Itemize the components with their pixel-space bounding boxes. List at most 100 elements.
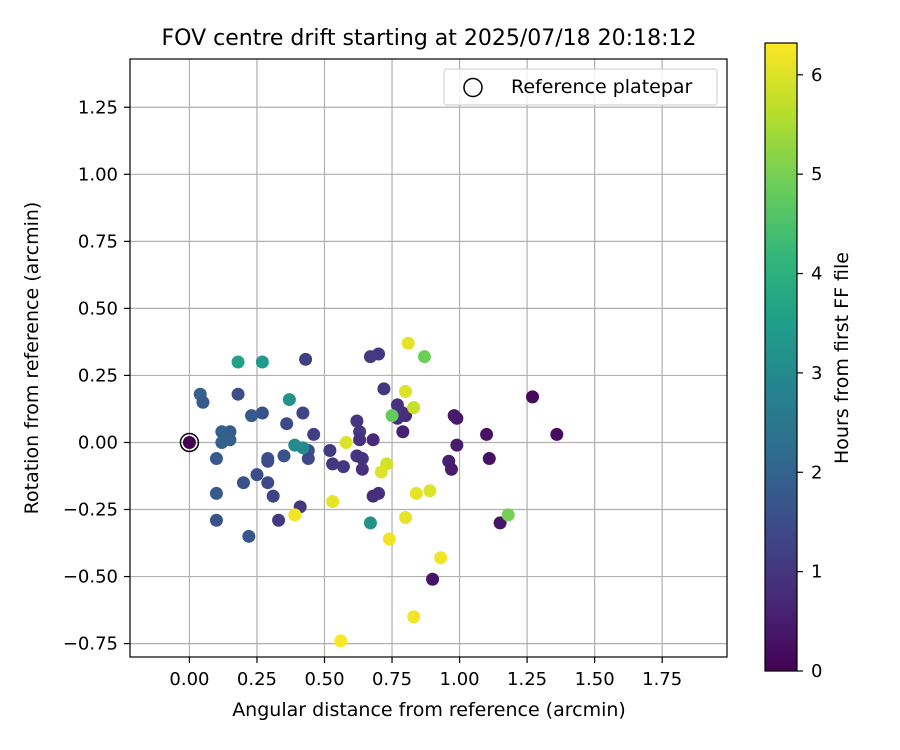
scatter-point <box>377 382 391 396</box>
colorbar-tick-label: 2 <box>811 462 822 483</box>
scatter-point <box>399 385 413 399</box>
scatter-point <box>450 438 464 452</box>
scatter-point <box>196 395 210 409</box>
x-tick-label: 1.00 <box>440 669 480 690</box>
scatter-point <box>255 355 269 369</box>
scatter-point <box>301 452 315 466</box>
y-tick-label: −0.25 <box>63 500 118 521</box>
scatter-point <box>245 409 259 423</box>
scatter-point <box>266 489 280 503</box>
scatter-point <box>209 452 223 466</box>
scatter-point <box>323 444 337 458</box>
scatter-point <box>272 513 286 527</box>
scatter-point <box>299 352 313 366</box>
scatter-point <box>242 529 256 543</box>
x-axis-label: Angular distance from reference (arcmin) <box>232 699 626 721</box>
legend-box <box>443 68 718 106</box>
scatter-point <box>307 427 321 441</box>
scatter-point <box>296 406 310 420</box>
y-tick-label: 1.00 <box>78 164 118 185</box>
scatter-point <box>390 398 404 412</box>
legend-marker-icon <box>463 77 483 98</box>
scatter-point <box>250 468 264 482</box>
x-tick-label: 0.50 <box>304 669 344 690</box>
scatter-point <box>182 435 196 449</box>
scatter-point <box>336 460 350 474</box>
y-axis-label: Rotation from reference (arcmin) <box>21 202 43 515</box>
scatter-point <box>407 401 421 415</box>
scatter-point <box>288 508 302 522</box>
scatter-point <box>372 486 386 500</box>
scatter-point <box>296 441 310 455</box>
scatter-point <box>350 414 364 428</box>
colorbar-tick-label: 4 <box>811 264 822 285</box>
y-tick-label: 0.75 <box>78 231 118 252</box>
scatter-point <box>282 393 296 407</box>
scatter-point <box>326 457 340 471</box>
x-tick-label: 0.00 <box>169 669 209 690</box>
scatter-point <box>493 516 507 530</box>
scatter-point <box>385 409 399 423</box>
y-tick-label: 0.00 <box>78 432 118 453</box>
scatter-point <box>223 433 237 447</box>
scatter-point <box>277 449 291 463</box>
y-tick-label: −0.50 <box>63 567 118 588</box>
y-tick-label: 1.25 <box>78 97 118 118</box>
scatter-point <box>280 417 294 431</box>
scatter-point <box>355 462 369 476</box>
colorbar-tick-label: 1 <box>811 562 822 583</box>
colorbar-gradient <box>764 42 798 672</box>
x-tick-label: 1.50 <box>575 669 615 690</box>
scatter-point <box>366 433 380 447</box>
colorbar-tick-label: 5 <box>811 164 822 185</box>
x-tick-label: 1.75 <box>642 669 682 690</box>
legend-label: Reference platepar <box>511 76 693 98</box>
scatter-point <box>417 350 431 364</box>
legend: Reference platepar <box>443 68 718 106</box>
scatter-point <box>355 452 369 466</box>
scatter-point <box>526 390 540 404</box>
scatter-point <box>261 454 275 468</box>
plot-frame <box>129 58 728 658</box>
scatter-point <box>209 513 223 527</box>
scatter-point <box>209 486 223 500</box>
scatter-point <box>339 435 353 449</box>
scatter-point <box>231 387 245 401</box>
scatter-point <box>434 551 448 565</box>
y-tick-label: −0.75 <box>63 634 118 655</box>
y-axis-ticks: −0.75 −0.50 −0.25 0.00 0.25 0.50 0.75 1.00 1.25 <box>63 97 130 655</box>
scatter-point <box>409 486 423 500</box>
scatter-point <box>501 508 515 522</box>
scatter-point <box>326 494 340 508</box>
scatter-point <box>363 516 377 530</box>
scatter-point <box>255 406 269 420</box>
chart-title: FOV centre drift starting at 2025/07/18 … <box>162 26 697 51</box>
scatter-point <box>482 452 496 466</box>
scatter-point <box>374 465 388 479</box>
colorbar: 0 1 2 3 4 5 6 Hours from first FF file <box>764 42 853 682</box>
reference-marker <box>179 432 200 453</box>
colorbar-ticks: 0 1 2 3 4 5 6 <box>797 65 822 682</box>
scatter-point <box>407 610 421 624</box>
x-axis-ticks: 0.00 0.25 0.50 0.75 1.00 1.25 1.50 1.75 <box>169 657 682 690</box>
scatter-point <box>444 462 458 476</box>
scatter-points <box>182 336 564 648</box>
x-tick-label: 1.25 <box>507 669 547 690</box>
scatter-point <box>399 511 413 525</box>
scatter-point <box>334 634 348 648</box>
scatter-point <box>215 425 229 439</box>
x-tick-label: 0.25 <box>237 669 277 690</box>
scatter-point <box>382 532 396 546</box>
scatter-point <box>396 425 410 439</box>
scatter-point <box>231 355 245 369</box>
scatter-point <box>401 336 415 350</box>
y-tick-label: 0.25 <box>78 365 118 386</box>
scatter-point <box>363 350 377 364</box>
scatter-point <box>550 427 564 441</box>
scatter-point <box>353 433 367 447</box>
colorbar-tick-label: 3 <box>811 363 822 384</box>
x-tick-label: 0.75 <box>372 669 412 690</box>
scatter-point <box>236 476 250 490</box>
scatter-point <box>423 484 437 498</box>
